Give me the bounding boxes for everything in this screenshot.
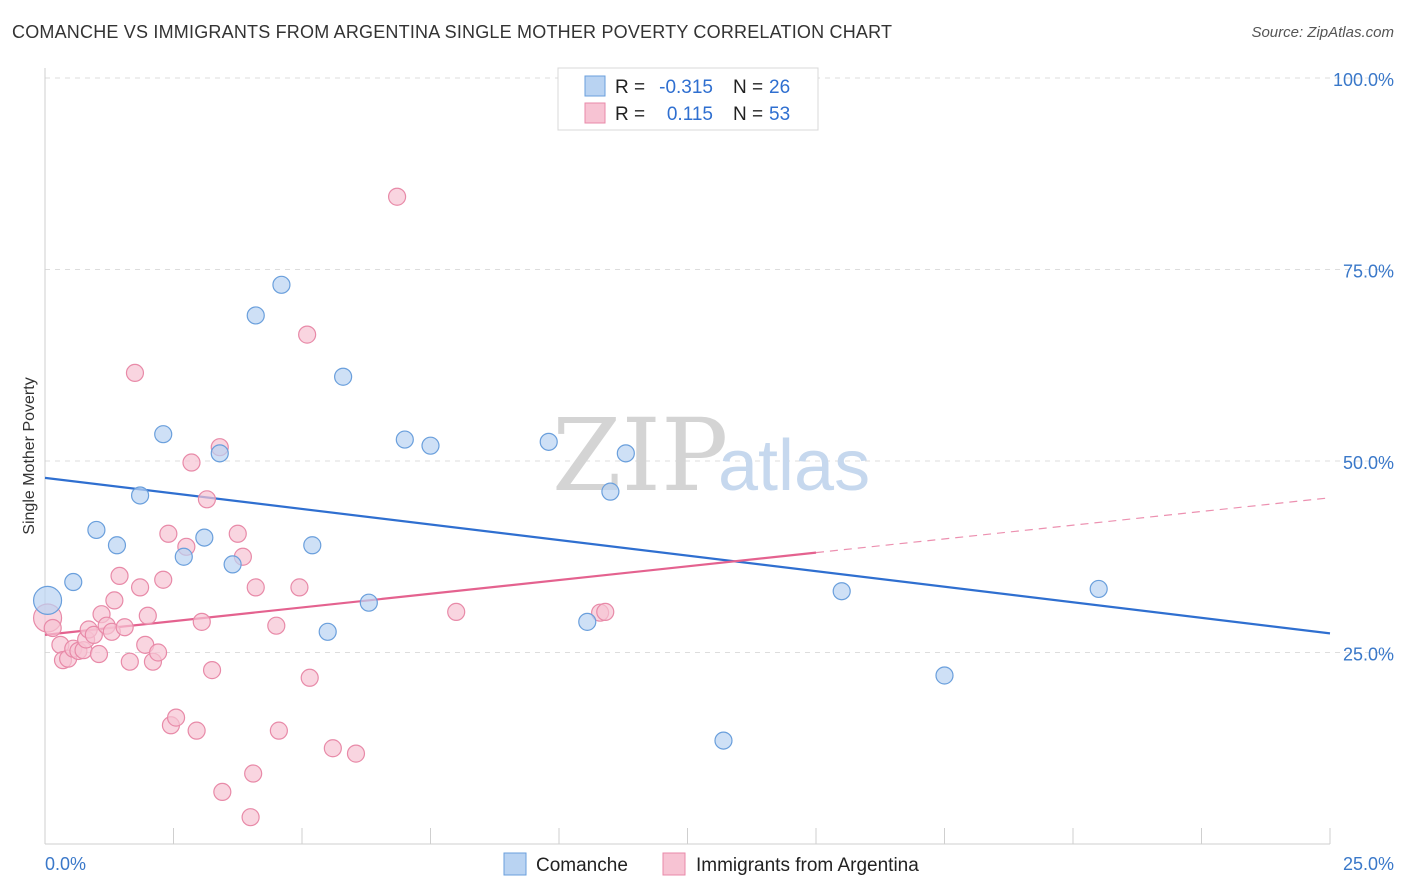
argentina-point-40 — [244, 764, 263, 783]
y-tick-labels: 25.0% 50.0% 75.0% 100.0% — [1333, 70, 1394, 665]
argentina-point-22 — [138, 606, 157, 625]
watermark: ZIP atlas — [552, 397, 870, 514]
y-tick-label-25: 25.0% — [1343, 645, 1394, 665]
argentina-point-10 — [84, 625, 103, 644]
comanche-point-7 — [195, 528, 214, 547]
argentina-point-30 — [182, 453, 201, 472]
series-argentina-points — [32, 187, 615, 827]
comanche-point-20 — [601, 482, 620, 501]
legend-n-value-comanche: 26 — [769, 77, 790, 98]
comanche-point-5 — [154, 425, 173, 444]
comanche-point-21 — [616, 444, 635, 463]
argentina-point-49 — [387, 187, 407, 206]
argentina-point-16 — [110, 566, 129, 586]
argentina-point-39 — [241, 808, 260, 827]
comanche-point-12 — [303, 536, 322, 555]
comanche-point-1 — [64, 572, 83, 592]
comanche-point-15 — [359, 593, 378, 612]
comanche-point-9 — [223, 555, 242, 574]
argentina-point-36 — [213, 782, 232, 802]
argentina-point-1 — [43, 618, 62, 638]
y-tick-label-50: 50.0% — [1343, 453, 1394, 473]
argentina-point-50 — [447, 602, 466, 622]
x-tick-label-max: 25.0% — [1343, 854, 1394, 874]
legend-box: R = -0.315 N = 26 R = 0.115 N = 53 — [557, 67, 819, 131]
comanche-point-18 — [539, 432, 558, 451]
source-label: Source: ZipAtlas.com — [1251, 24, 1394, 41]
argentina-point-25 — [154, 570, 173, 589]
argentina-point-45 — [298, 325, 317, 344]
argentina-point-34 — [202, 661, 222, 680]
argentina-point-44 — [290, 578, 309, 597]
legend-r-value-comanche: -0.315 — [659, 77, 713, 98]
bottom-legend-label-comanche: Comanche — [536, 855, 628, 876]
legend-r-label-argentina: R = — [615, 104, 645, 125]
comanche-point-4 — [130, 486, 150, 505]
argentina-point-15 — [105, 591, 124, 610]
y-tick-label-100: 100.0% — [1333, 70, 1394, 90]
comanche-point-3 — [107, 536, 127, 555]
argentina-point-19 — [125, 363, 145, 383]
legend-n-label-comanche: N = — [733, 77, 763, 98]
y-tick-label-75: 75.0% — [1343, 262, 1394, 282]
argentina-point-47 — [323, 739, 342, 758]
trend-line-comanche — [44, 476, 1331, 635]
argentina-point-24 — [148, 643, 168, 662]
argentina-point-18 — [120, 652, 139, 671]
grid — [45, 77, 1392, 653]
argentina-point-41 — [246, 578, 265, 597]
comanche-point-24 — [935, 666, 954, 685]
comanche-point-11 — [272, 275, 291, 294]
comanche-point-10 — [246, 306, 265, 325]
argentina-point-11 — [89, 644, 109, 664]
series-comanche-points — [32, 275, 1108, 750]
argentina-point-46 — [300, 668, 319, 687]
bottom-legend-swatch-comanche — [503, 852, 527, 876]
legend-n-label-argentina: N = — [733, 104, 763, 125]
legend-r-label-comanche: R = — [615, 77, 645, 98]
argentina-point-31 — [187, 721, 206, 740]
argentina-point-48 — [346, 744, 366, 763]
bottom-legend-label-argentina: Immigrants from Argentina — [696, 855, 919, 876]
comanche-point-17 — [421, 436, 440, 455]
x-ticks — [44, 828, 1331, 844]
comanche-point-0 — [32, 585, 63, 616]
legend-swatch-comanche — [584, 75, 606, 97]
watermark-zip: ZIP — [552, 397, 728, 514]
comanche-point-16 — [395, 430, 414, 449]
comanche-point-13 — [318, 622, 337, 641]
y-axis-label: Single Mother Poverty — [21, 377, 38, 534]
comanche-point-22 — [714, 731, 733, 750]
argentina-point-43 — [269, 721, 288, 740]
legend-n-value-argentina: 53 — [769, 104, 790, 125]
argentina-point-17 — [115, 618, 134, 637]
comanche-point-14 — [334, 367, 353, 386]
argentina-point-28 — [166, 708, 186, 727]
legend-r-value-argentina: 0.115 — [667, 104, 713, 125]
comanche-point-6 — [174, 547, 193, 566]
argentina-point-42 — [267, 616, 286, 635]
comanche-point-2 — [87, 520, 106, 540]
trend-lines — [44, 476, 1331, 636]
argentina-point-20 — [130, 578, 150, 597]
legend-swatch-argentina — [584, 102, 606, 124]
comanche-point-8 — [210, 444, 229, 463]
trend-line-argentina-extension — [815, 497, 1331, 554]
x-tick-label-min: 0.0% — [45, 854, 86, 874]
comanche-point-25 — [1089, 579, 1108, 599]
argentina-point-26 — [159, 524, 178, 543]
argentina-point-52 — [596, 602, 615, 622]
comanche-point-19 — [578, 612, 597, 631]
argentina-point-32 — [192, 612, 211, 631]
comanche-point-23 — [832, 582, 851, 601]
trend-line-argentina — [44, 551, 817, 636]
argentina-point-33 — [197, 490, 217, 509]
argentina-point-37 — [228, 524, 247, 543]
chart-title: COMANCHE VS IMMIGRANTS FROM ARGENTINA SI… — [12, 22, 893, 42]
bottom-legend: Comanche Immigrants from Argentina — [503, 852, 919, 876]
bottom-legend-swatch-argentina — [662, 852, 686, 876]
watermark-atlas: atlas — [718, 426, 870, 506]
